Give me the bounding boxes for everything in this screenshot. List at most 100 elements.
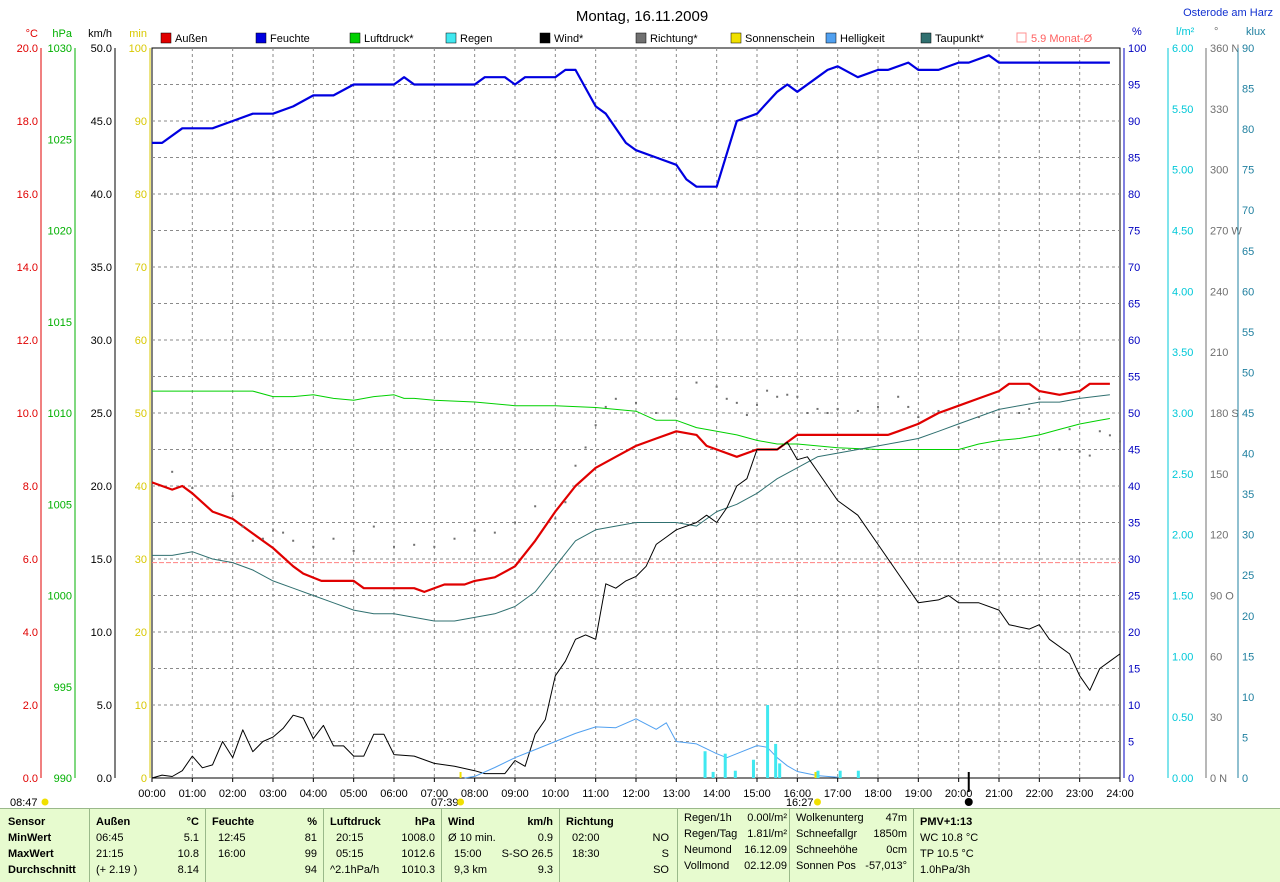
right-axis-tick-label: 80 — [1128, 189, 1140, 201]
direction-dot — [1058, 448, 1061, 451]
au-en-series-line — [151, 382, 1110, 594]
right-axis-tick-label: 30 — [1128, 554, 1140, 566]
direction-dot — [836, 407, 839, 410]
direction-dot — [584, 446, 587, 449]
luftdruck-avg-value: 1010.3 — [401, 864, 435, 876]
right-axis-unit: % — [1132, 26, 1142, 38]
richtung-panel: Richtung 02:00 NO 18:30 S SO — [560, 809, 678, 882]
left-axis-tick-label: 30 — [135, 554, 147, 566]
right-axis-tick-label: 5 — [1242, 732, 1248, 744]
legend-swatch — [1016, 32, 1027, 43]
legend-item: Luftdruck* — [349, 32, 414, 45]
min-label: MinWert — [8, 832, 52, 844]
right-axis-unit: klux — [1246, 26, 1266, 38]
left-axis-tick-label: 14.0 — [17, 262, 38, 274]
right-axis-tick-label: 25 — [1128, 591, 1140, 603]
right-axis-tick-label: 5 — [1128, 737, 1134, 749]
aussen-panel: Außen °C 06:45 5.1 21:15 10.8 (+ 2.19 ) 8.14 — [90, 809, 206, 882]
helligkeit-series-line — [464, 718, 838, 779]
right-axis-tick-label: 0 N — [1210, 773, 1227, 785]
sunset-icon — [813, 798, 821, 806]
regen-tag-label: Regen/Tag — [684, 828, 738, 840]
left-axis-tick-label: 16.0 — [17, 189, 38, 201]
direction-dot — [937, 409, 940, 412]
right-axis-tick-label: 6.00 — [1172, 43, 1193, 55]
right-axis-tick-label: 210 — [1210, 347, 1228, 359]
richtung-max-value: S — [661, 848, 669, 860]
feuchte-max-value: 99 — [304, 848, 317, 860]
right-axis-tick-label: 1.50 — [1172, 591, 1193, 603]
luftdruck-unit: hPa — [414, 816, 435, 828]
x-tick-label: 09:00 — [501, 788, 529, 800]
avg-label: Durchschnitt — [8, 864, 76, 876]
direction-dot — [695, 381, 698, 384]
wind-distance: 9,3 km — [454, 864, 488, 876]
legend-label: Richtung* — [650, 33, 698, 45]
left-axis-tick-label: 90 — [135, 116, 147, 128]
direction-dot — [1068, 428, 1071, 431]
direction-dot — [756, 403, 758, 406]
left-axis-unit: min — [129, 28, 147, 40]
right-axis-tick-label: 15 — [1128, 664, 1140, 676]
luftdruck-max-value: 1012.6 — [401, 848, 435, 860]
left-axis-tick-label: 45.0 — [91, 116, 112, 128]
regen-panel: Regen/1h 0.00l/m² Regen/Tag 1.81l/m² Neumo… — [678, 809, 790, 882]
left-axis-tick-label: 60 — [135, 335, 147, 347]
sonnenpos-label: Sonnen Pos — [796, 860, 856, 872]
direction-dot — [998, 416, 1000, 419]
direction-dot — [635, 401, 637, 404]
feuchte-panel: Feuchte% 12:45 81 16:00 99 94 — [206, 809, 324, 882]
right-axis-tick-label: 80 — [1242, 124, 1254, 136]
luftdruck-panel: Luftdruck hPa 20:15 1008.0 05:15 1012.6 ^2.… — [324, 809, 442, 882]
luftdruck-max-time: 05:15 — [336, 848, 364, 860]
right-axis-tick-label: 10 — [1128, 700, 1140, 712]
legend-item: Richtung* — [635, 32, 698, 45]
direction-dot — [393, 545, 395, 548]
x-tick-label: 23:00 — [1066, 788, 1094, 800]
right-axis-tick-label: 75 — [1128, 226, 1140, 238]
wolkenunterg-label: Wolkenunterg — [796, 812, 864, 824]
legend-item: Außen — [160, 32, 207, 45]
right-axis-tick-label: 60 — [1128, 335, 1140, 347]
right-axis-tick-label: 20 — [1128, 627, 1140, 639]
luftdruck-header: Luftdruck — [330, 816, 381, 828]
windchill-value: WC 10.8 °C — [920, 832, 979, 844]
right-axis-tick-label: 95 — [1128, 80, 1140, 92]
left-axis-tick-label: 1030 — [48, 43, 72, 55]
legend-swatch — [539, 32, 551, 44]
wind-panel: Wind km/h Ø 10 min. 0.9 15:00 S-SO 26.5 9,3… — [442, 809, 560, 882]
sunrise-icon — [457, 798, 465, 806]
aussen-min-time: 06:45 — [96, 832, 124, 844]
direction-dot — [977, 416, 980, 419]
legend-swatch — [160, 32, 172, 44]
rain-bar — [733, 770, 737, 778]
direction-dot — [907, 405, 910, 408]
x-tick-label: 14:00 — [703, 788, 731, 800]
left-axis-tick-label: 8.0 — [23, 481, 38, 493]
right-axis-tick-label: 150 — [1210, 469, 1228, 481]
luftdruck-min-time: 20:15 — [336, 832, 364, 844]
legend-label: Luftdruck* — [364, 33, 414, 45]
right-axis-tick-label: 60 — [1242, 286, 1254, 298]
x-tick-label: 03:00 — [259, 788, 287, 800]
right-axis-tick-label: 90 O — [1210, 591, 1234, 603]
right-axis-tick-label: 5.50 — [1172, 104, 1193, 116]
left-axis-tick-label: 30.0 — [91, 335, 112, 347]
left-axis-tick-label: 1000 — [48, 591, 72, 603]
sunrise-label: 07:39 — [431, 797, 459, 808]
rain-bar — [778, 763, 782, 778]
richtung-max-time: 18:30 — [572, 848, 600, 860]
legend-swatch — [349, 32, 361, 44]
left-axis-tick-label: 25.0 — [91, 408, 112, 420]
left-axis-tick-label: 50 — [135, 408, 147, 420]
rain-bar — [774, 743, 778, 778]
left-axis-tick-label: 12.0 — [17, 335, 38, 347]
x-tick-label: 07:00 — [421, 788, 449, 800]
direction-dot — [796, 395, 799, 398]
left-axis-tick-label: 5.0 — [97, 700, 112, 712]
right-axis-tick-label: 85 — [1128, 153, 1140, 165]
direction-dot — [776, 395, 779, 398]
right-axis-tick-label: 3.50 — [1172, 347, 1193, 359]
left-axis-tick-label: 1025 — [48, 134, 72, 146]
direction-dot — [251, 539, 254, 542]
